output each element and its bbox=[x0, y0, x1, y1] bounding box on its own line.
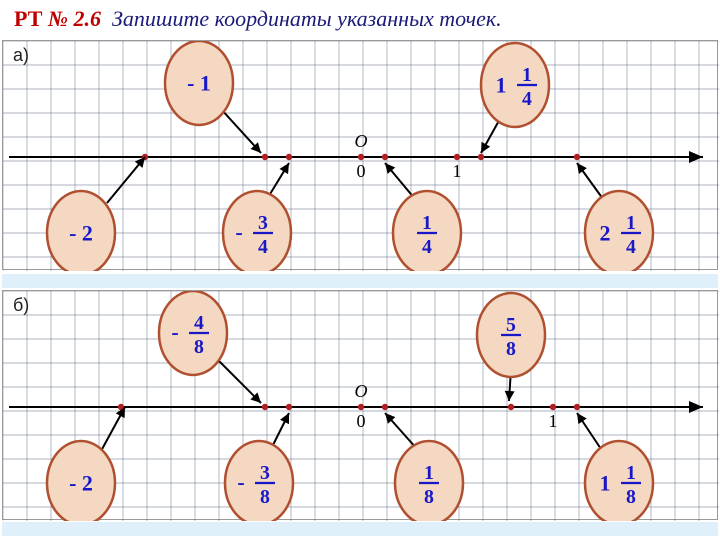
svg-text:8: 8 bbox=[626, 486, 636, 508]
svg-text:-: - bbox=[235, 220, 242, 245]
svg-text:3: 3 bbox=[260, 462, 270, 484]
svg-text:- 1: - 1 bbox=[187, 71, 211, 96]
svg-text:8: 8 bbox=[260, 486, 270, 508]
pt-label: РТ bbox=[14, 6, 42, 31]
svg-text:2: 2 bbox=[600, 221, 611, 246]
panel-a: а) 0O1- 2- 1-3414114214 bbox=[2, 40, 718, 270]
svg-text:8: 8 bbox=[424, 486, 434, 508]
svg-text:0: 0 bbox=[357, 411, 366, 431]
header-title: РТ № 2.6 Запишите координаты указанных т… bbox=[14, 6, 502, 32]
svg-text:8: 8 bbox=[194, 336, 204, 358]
svg-text:4: 4 bbox=[422, 236, 432, 258]
svg-text:O: O bbox=[355, 381, 368, 401]
panel-b: б) 0O1- 2-48-381858118 bbox=[2, 290, 718, 520]
svg-text:O: O bbox=[355, 131, 368, 151]
panel-b-label: б) bbox=[13, 295, 29, 316]
svg-text:- 2: - 2 bbox=[69, 221, 93, 246]
panel-a-label: а) bbox=[13, 45, 29, 66]
svg-text:1: 1 bbox=[453, 161, 462, 181]
svg-text:5: 5 bbox=[506, 314, 516, 336]
panel-a-svg: 0O1- 2- 1-3414114214 bbox=[3, 41, 719, 271]
separator-1 bbox=[2, 274, 718, 288]
svg-text:1: 1 bbox=[600, 471, 611, 496]
svg-text:3: 3 bbox=[258, 212, 268, 234]
panel-b-svg: 0O1- 2-48-381858118 bbox=[3, 291, 719, 521]
svg-text:- 2: - 2 bbox=[69, 471, 93, 496]
svg-text:1: 1 bbox=[549, 411, 558, 431]
svg-text:4: 4 bbox=[522, 88, 532, 110]
svg-text:-: - bbox=[171, 320, 178, 345]
svg-text:1: 1 bbox=[422, 212, 432, 234]
svg-text:-: - bbox=[237, 470, 244, 495]
svg-text:1: 1 bbox=[496, 73, 507, 98]
exercise-number: № 2.6 bbox=[48, 6, 101, 31]
svg-text:1: 1 bbox=[626, 462, 636, 484]
svg-text:8: 8 bbox=[506, 338, 516, 360]
svg-text:4: 4 bbox=[194, 312, 204, 334]
svg-text:4: 4 bbox=[258, 236, 268, 258]
svg-text:1: 1 bbox=[424, 462, 434, 484]
svg-text:0: 0 bbox=[357, 161, 366, 181]
instruction-text: Запишите координаты указанных точек. bbox=[112, 6, 502, 31]
separator-2 bbox=[2, 522, 718, 536]
svg-text:1: 1 bbox=[522, 64, 532, 86]
svg-text:1: 1 bbox=[626, 212, 636, 234]
svg-text:4: 4 bbox=[626, 236, 636, 258]
